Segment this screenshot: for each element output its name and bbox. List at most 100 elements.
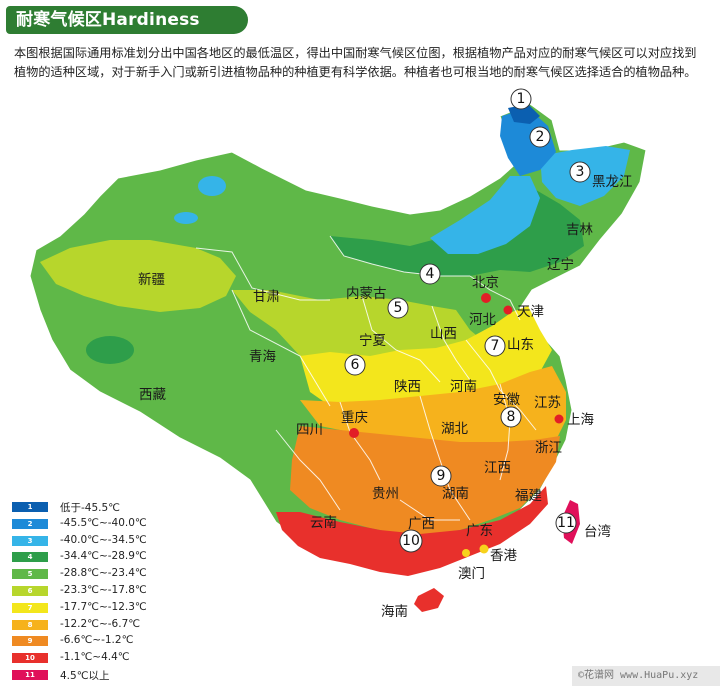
label-zhejiang: 浙江 [535, 440, 562, 456]
label-macau: 澳门 [458, 566, 485, 582]
zone-10-hainan-island [414, 588, 444, 612]
label-beijing: 北京 [472, 275, 499, 291]
label-shaanxi: 陕西 [394, 379, 421, 395]
label-ningxia: 宁夏 [359, 332, 386, 349]
legend-swatch: 5 [12, 569, 48, 580]
legend-swatch: 7 [12, 602, 48, 613]
label-gansu: 甘肃 [253, 289, 280, 305]
label-chongqing: 重庆 [341, 410, 368, 426]
description-text: 本图根据国际通用标准划分出中国各地区的最低温区，得出中国耐寒气候区位图，根据植物… [14, 46, 697, 79]
label-jilin: 吉林 [566, 222, 594, 238]
label-anhui: 安徽 [493, 392, 521, 408]
zone-3-spot-altai [198, 176, 226, 196]
legend-swatch: 2 [12, 518, 48, 529]
hongkong-dot [479, 544, 489, 554]
svg-text:7: 7 [491, 338, 500, 354]
label-guangdong: 广东 [466, 523, 493, 539]
legend-label: -23.3℃~-17.8℃ [60, 584, 147, 596]
legend-label: -17.7℃~-12.3℃ [60, 600, 147, 613]
svg-text:2: 2 [536, 129, 545, 145]
legend-swatch: 6 [12, 586, 48, 596]
beijing-dot [481, 293, 491, 303]
zone-marker-8: 8 [500, 406, 522, 428]
legend-swatch: 3 [12, 535, 48, 546]
label-tibet: 西藏 [139, 387, 166, 403]
zone-marker-7: 7 [484, 335, 506, 357]
label-liaoning: 辽宁 [547, 256, 574, 273]
label-xinjiang: 新疆 [138, 272, 165, 288]
svg-text:1: 1 [517, 91, 526, 107]
legend-label: -6.6℃~-1.2℃ [60, 634, 134, 647]
chongqing-dot [349, 428, 359, 438]
zone-10-region [276, 486, 548, 576]
zone-marker-11: 11 [555, 512, 577, 534]
legend-swatch: 8 [12, 619, 48, 630]
zone-marker-10: 10 [399, 529, 423, 553]
label-guizhou: 贵州 [372, 486, 399, 502]
zone-6-region-xinjiang [40, 240, 236, 312]
label-qinghai: 青海 [249, 349, 276, 365]
legend-label: -40.0℃~-34.5℃ [60, 533, 147, 546]
svg-text:4: 4 [426, 266, 435, 282]
legend-label: -45.5℃~-40.0℃ [60, 516, 147, 529]
zone-1-region [508, 104, 540, 124]
svg-text:9: 9 [437, 468, 446, 484]
legend-label: 低于-45.5℃ [60, 502, 120, 514]
label-sichuan: 四川 [296, 422, 323, 438]
legend-swatch: 4 [12, 552, 48, 563]
label-hubei: 湖北 [441, 421, 468, 437]
watermark: ©花谱网 www.HuaPu.xyz [572, 666, 720, 686]
label-shandong: 山东 [507, 337, 534, 353]
legend-label: -28.8℃~-23.4℃ [60, 567, 147, 580]
zone-marker-4: 4 [419, 263, 441, 285]
page-title: 耐寒气候区Hardiness zone [6, 6, 248, 58]
legend-label: 4.5℃以上 [60, 670, 110, 682]
label-shanxi: 山西 [430, 326, 457, 342]
label-hebei: 河北 [469, 312, 496, 328]
legend-swatch: 1 [12, 502, 48, 512]
svg-text:6: 6 [351, 357, 360, 373]
svg-text:10: 10 [402, 533, 420, 549]
label-hongkong: 香港 [490, 548, 518, 564]
label-hainan: 海南 [381, 604, 408, 620]
tianjin-dot [503, 305, 513, 315]
province-boundaries [195, 235, 537, 521]
zone-marker-1: 1 [510, 88, 532, 110]
label-jiangxi: 江西 [484, 460, 511, 476]
label-henan: 河南 [450, 379, 477, 395]
label-guangxi: 广西 [408, 516, 435, 532]
macau-dot [462, 549, 470, 557]
svg-text:3: 3 [576, 164, 585, 180]
zone-4-spot-tibet [86, 336, 134, 364]
zone-3-spot-tianshan [174, 212, 198, 224]
zone-marker-5: 5 [387, 297, 409, 319]
label-yunnan: 云南 [310, 515, 337, 531]
label-hunan: 湖南 [442, 486, 469, 502]
svg-text:5: 5 [394, 300, 403, 316]
label-shanghai: 上海 [567, 412, 594, 428]
zone-2-region [500, 108, 556, 176]
zone-7-region [300, 306, 552, 408]
label-inner-mongolia: 内蒙古 [346, 286, 387, 302]
svg-text:8: 8 [507, 409, 516, 425]
label-taiwan: 台湾 [584, 523, 611, 540]
label-tianjin: 天津 [517, 304, 544, 320]
zone-8-region [300, 366, 566, 446]
zone-3-region-inner-mongolia [430, 176, 540, 254]
zone-marker-6: 6 [344, 354, 366, 376]
legend-label: -34.4℃~-28.9℃ [60, 550, 147, 563]
shanghai-dot [554, 414, 564, 424]
legend-label: -12.2℃~-6.7℃ [60, 617, 141, 630]
legend-label: -1.1℃~4.4℃ [60, 651, 130, 664]
label-jiangsu: 江苏 [534, 395, 561, 411]
legend-swatch: 10 [12, 653, 48, 664]
zone-marker-3: 3 [569, 161, 591, 183]
legend-swatch: 9 [12, 636, 48, 647]
label-fujian: 福建 [515, 488, 542, 504]
svg-text:11: 11 [557, 515, 575, 531]
zone-marker-2: 2 [529, 126, 551, 148]
zone-marker-9: 9 [430, 465, 452, 487]
legend-swatch: 11 [12, 670, 48, 680]
zone-9-region [290, 426, 560, 534]
